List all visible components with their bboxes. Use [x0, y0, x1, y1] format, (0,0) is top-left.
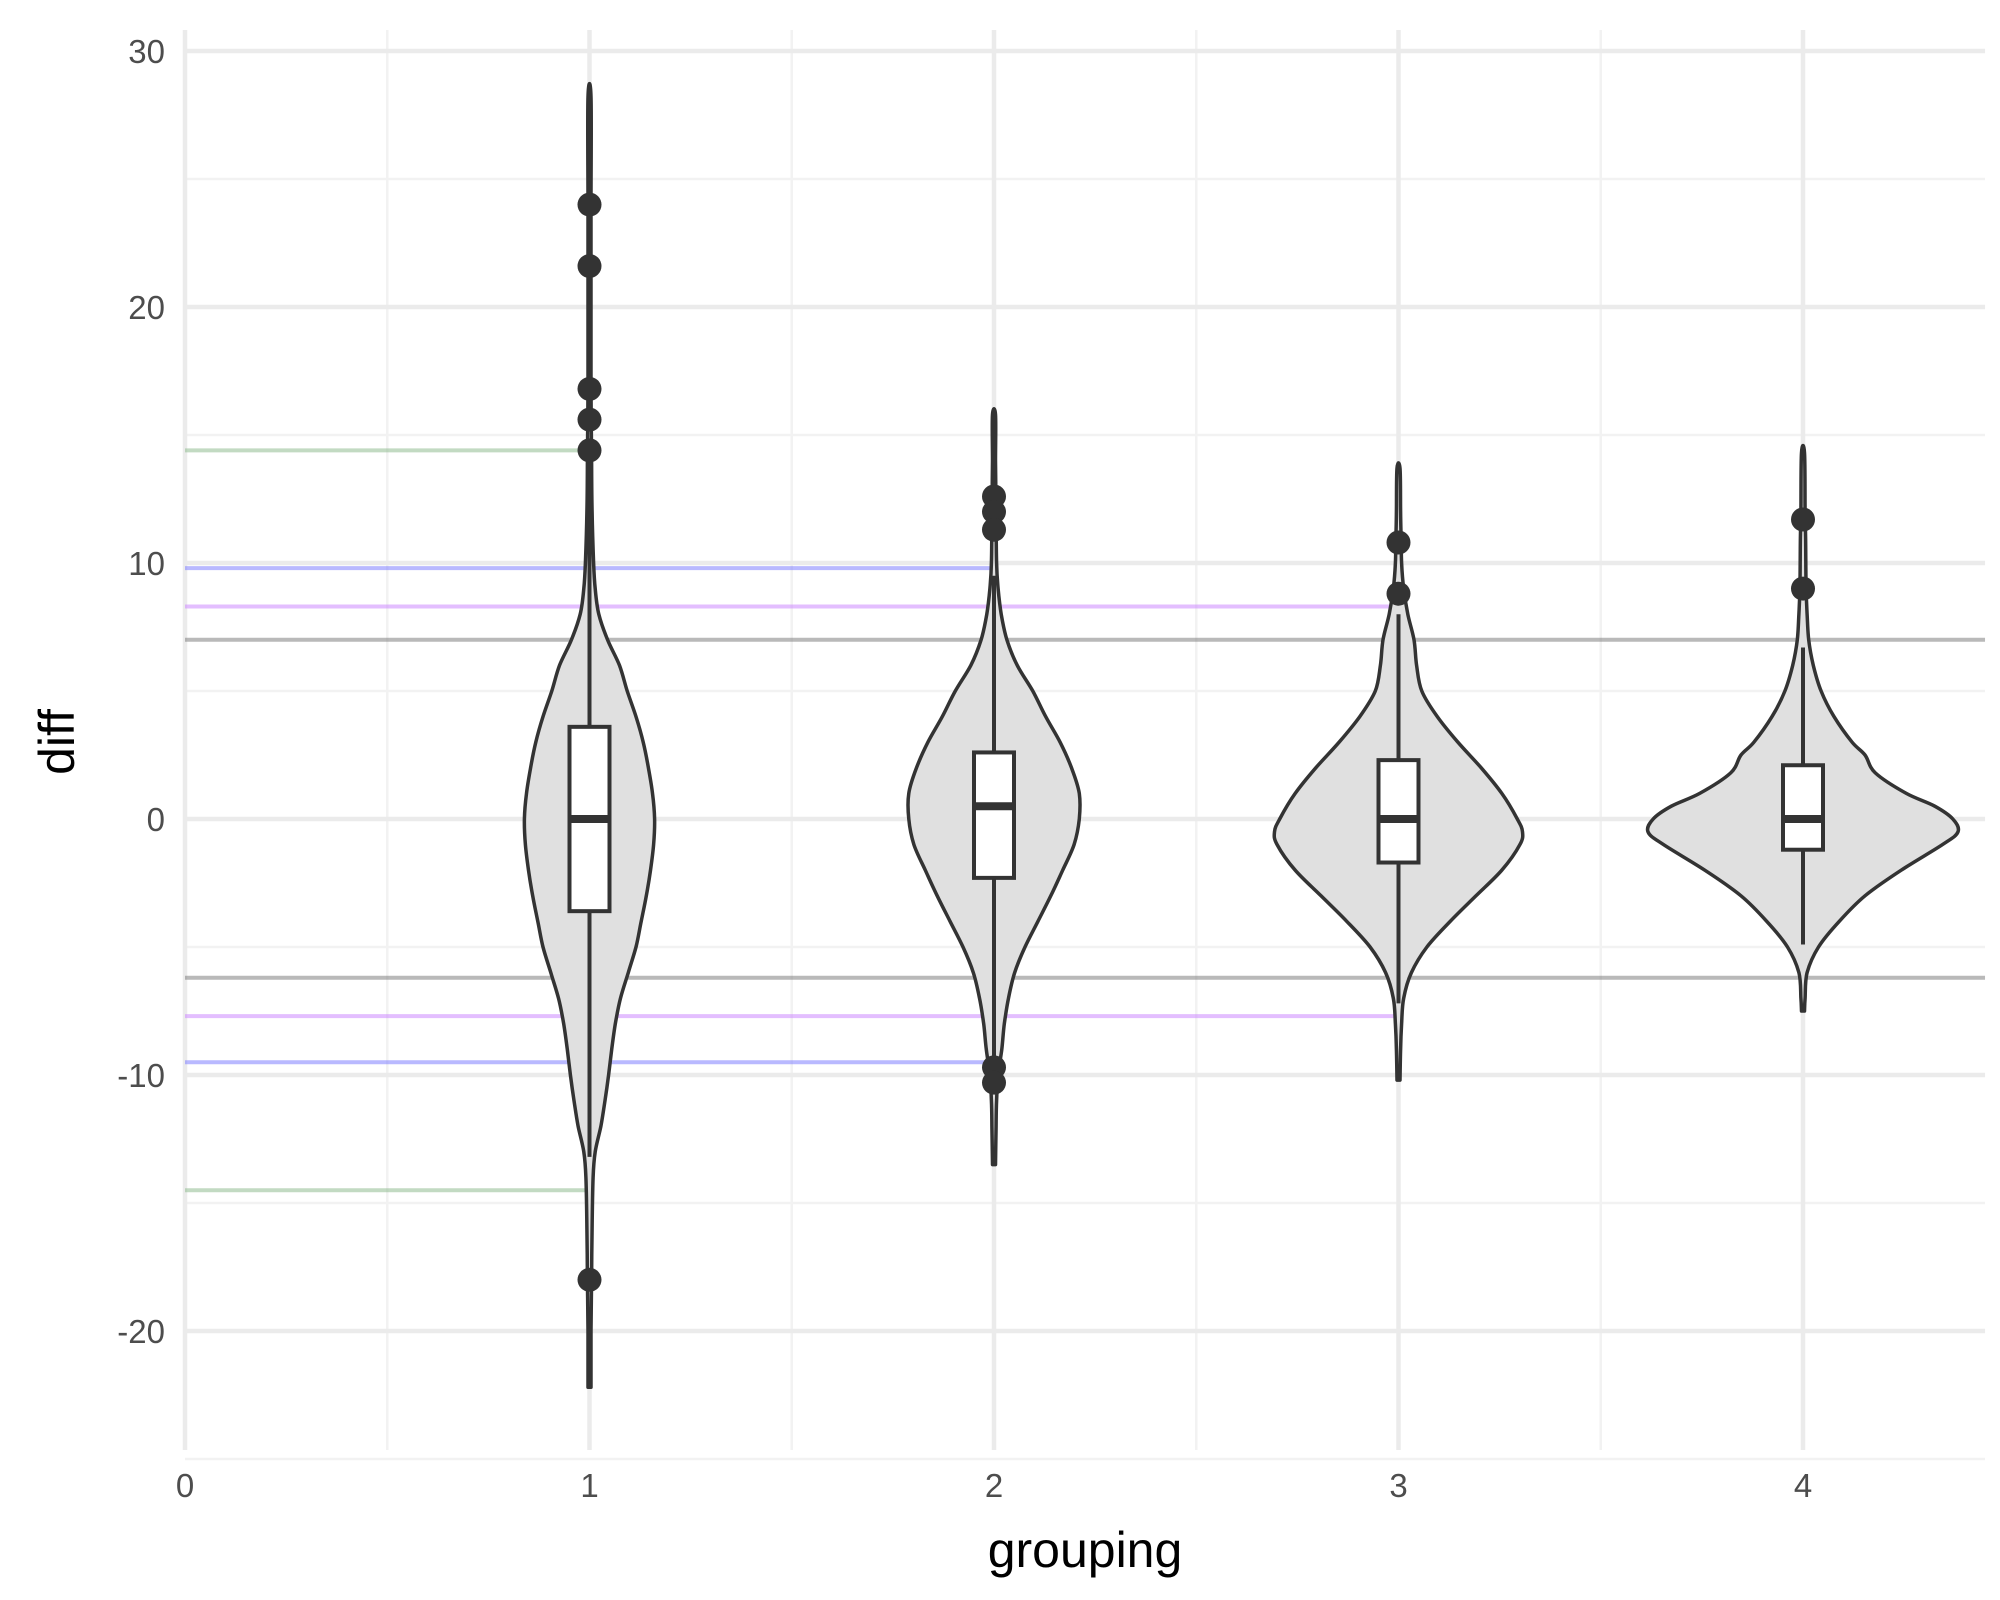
outlier-point-group-4 [1791, 576, 1815, 601]
outlier-point-group-3 [1386, 581, 1411, 606]
y-axis-title: diff [29, 709, 85, 775]
y-tick-label: -10 [117, 1057, 165, 1094]
outlier-point-group-2 [982, 1070, 1006, 1095]
outlier-point-group-2 [982, 499, 1006, 524]
outlier-point-group-1 [577, 407, 602, 432]
y-tick-label: 10 [128, 545, 165, 582]
outlier-point-group-1 [577, 192, 602, 217]
box-group-3 [1376, 758, 1421, 865]
outlier-point-group-1 [577, 438, 602, 463]
y-tick-label: 0 [147, 801, 165, 838]
axis-labels: -20 -10 0 10 20 30 0 1 2 3 4 [117, 33, 1812, 1504]
outlier-point-group-2 [982, 517, 1006, 542]
y-tick-label: 20 [128, 289, 165, 326]
x-tick-label: 3 [1389, 1467, 1407, 1504]
x-axis-title: grouping [988, 1522, 1183, 1578]
box-group-4 [1781, 763, 1825, 852]
boxplots [567, 455, 1825, 1157]
x-tick-label: 0 [176, 1467, 194, 1504]
x-tick-label: 4 [1794, 1467, 1812, 1504]
box-group-2 [972, 750, 1016, 880]
outlier-point-group-4 [1791, 507, 1815, 532]
x-tick-label: 1 [580, 1467, 598, 1504]
outlier-points [577, 192, 1815, 1292]
outlier-point-group-1 [577, 254, 602, 279]
outlier-point-group-1 [577, 376, 602, 401]
violins [522, 81, 1961, 1390]
outlier-point-group-1 [577, 1267, 602, 1292]
x-tick-label: 2 [985, 1467, 1003, 1504]
outlier-point-group-3 [1386, 530, 1411, 555]
grid [182, 30, 1986, 1461]
y-tick-label: 30 [128, 33, 165, 70]
y-tick-label: -20 [117, 1313, 165, 1350]
